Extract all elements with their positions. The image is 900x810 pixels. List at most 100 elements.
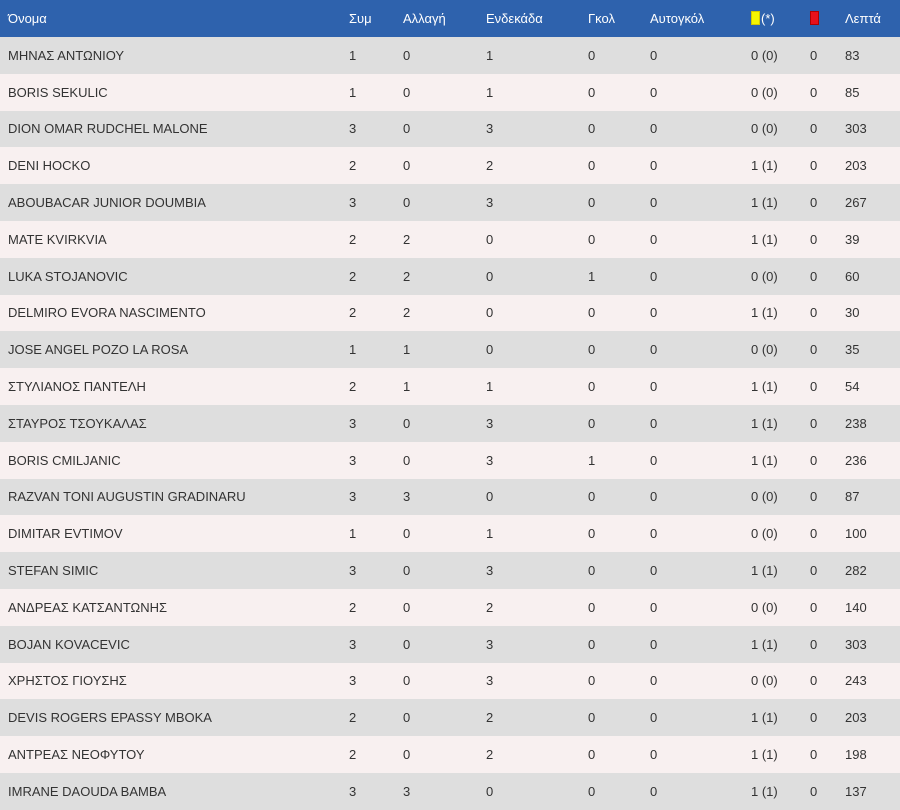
player-name[interactable]: DEVIS ROGERS EPASSY MBOKA [8, 710, 212, 726]
minutes-cell: 198 [845, 747, 867, 763]
table-row: IMRANE DAOUDA BAMBA 3 3 0 0 0 1 (1) 0 137 [0, 772, 900, 810]
player-name[interactable]: ΧΡΗΣΤΟΣ ΓΙΟΥΣΗΣ [8, 673, 127, 689]
minutes-cell: 243 [845, 673, 867, 689]
yellow-cards-cell: 1 (1) [751, 379, 778, 395]
red-cards-cell: 0 [810, 379, 818, 395]
minutes-cell: 267 [845, 195, 867, 211]
red-cards-cell: 0 [810, 47, 818, 63]
apps-cell: 3 [349, 783, 357, 799]
table-row: DELMIRO EVORA NASCIMENTO 2 2 0 0 0 1 (1) 0 30 [0, 294, 900, 332]
player-name[interactable]: BORIS SEKULIC [8, 84, 108, 100]
header-apps[interactable]: Συμ [349, 11, 372, 26]
player-name[interactable]: DION OMAR RUDCHEL MALONE [8, 121, 208, 137]
minutes-cell: 30 [845, 305, 860, 321]
player-name[interactable]: STEFAN SIMIC [8, 563, 99, 579]
sub-cell: 0 [403, 636, 411, 652]
start-cell: 2 [486, 599, 494, 615]
yellow-cards-cell: 1 (1) [751, 563, 778, 579]
table-row: DION OMAR RUDCHEL MALONE 3 0 3 0 0 0 (0) 0 303 [0, 110, 900, 148]
yellow-cards-cell: 1 (1) [751, 636, 778, 652]
table-row: BORIS CMILJANIC 3 0 3 1 0 1 (1) 0 236 [0, 441, 900, 479]
yellow-cards-cell: 1 (1) [751, 747, 778, 763]
sub-cell: 0 [403, 121, 411, 137]
goals-cell: 0 [588, 747, 596, 763]
apps-cell: 2 [349, 747, 357, 763]
red-cards-cell: 0 [810, 599, 818, 615]
start-cell: 3 [486, 121, 494, 137]
goals-cell: 0 [588, 599, 596, 615]
player-name[interactable]: ΣΤΥΛΙΑΝΟΣ ΠΑΝΤΕΛΗ [8, 379, 146, 395]
minutes-cell: 35 [845, 342, 860, 358]
player-name[interactable]: BORIS CMILJANIC [8, 452, 121, 468]
minutes-cell: 236 [845, 452, 867, 468]
minutes-cell: 203 [845, 158, 867, 174]
apps-cell: 1 [349, 342, 357, 358]
header-start[interactable]: Ενδεκάδα [486, 11, 543, 26]
red-cards-cell: 0 [810, 342, 818, 358]
red-cards-cell: 0 [810, 489, 818, 505]
yellow-cards-cell: 0 (0) [751, 489, 778, 505]
sub-cell: 0 [403, 673, 411, 689]
goals-cell: 1 [588, 452, 596, 468]
header-own-goals[interactable]: Αυτογκόλ [650, 11, 705, 26]
table-row: BORIS SEKULIC 1 0 1 0 0 0 (0) 0 85 [0, 73, 900, 111]
yellow-cards-cell: 0 (0) [751, 121, 778, 137]
header-red-cards[interactable] [810, 0, 845, 37]
yellow-cards-cell: 0 (0) [751, 342, 778, 358]
sub-cell: 3 [403, 783, 411, 799]
player-name[interactable]: DIMITAR EVTIMOV [8, 526, 123, 542]
apps-cell: 3 [349, 195, 357, 211]
goals-cell: 0 [588, 636, 596, 652]
player-name[interactable]: IMRANE DAOUDA BAMBA [8, 783, 167, 799]
player-name[interactable]: ΜΗΝΑΣ ΑΝΤΩΝΙΟΥ [8, 47, 125, 63]
goals-cell: 0 [588, 84, 596, 100]
player-name[interactable]: JOSE ANGEL POZO LA ROSA [8, 342, 189, 358]
yellow-card-icon [751, 11, 760, 25]
own-goals-cell: 0 [650, 489, 658, 505]
red-cards-cell: 0 [810, 673, 818, 689]
player-name[interactable]: DENI HOCKO [8, 158, 91, 174]
sub-cell: 1 [403, 379, 411, 395]
start-cell: 2 [486, 710, 494, 726]
table-row: ΑΝΤΡΕΑΣ ΝΕΟΦΥΤΟΥ 2 0 2 0 0 1 (1) 0 198 [0, 736, 900, 773]
yellow-cards-cell: 0 (0) [751, 47, 778, 63]
player-name[interactable]: BOJAN KOVACEVIC [8, 636, 130, 652]
sub-cell: 3 [403, 489, 411, 505]
goals-cell: 0 [588, 526, 596, 542]
header-name[interactable]: Όνομα [8, 11, 47, 26]
header-goals[interactable]: Γκολ [588, 11, 615, 26]
header-minutes[interactable]: Λεπτά [845, 11, 881, 26]
yellow-cards-cell: 1 (1) [751, 231, 778, 247]
player-name[interactable]: ΑΝΔΡΕΑΣ ΚΑΤΣΑΝΤΩΝΗΣ [8, 599, 168, 615]
player-name[interactable]: MATE KVIRKVIA [8, 231, 107, 247]
player-name[interactable]: DELMIRO EVORA NASCIMENTO [8, 305, 206, 321]
table-row: ΜΗΝΑΣ ΑΝΤΩΝΙΟΥ 1 0 1 0 0 0 (0) 0 83 [0, 37, 900, 74]
red-cards-cell: 0 [810, 415, 818, 431]
goals-cell: 0 [588, 379, 596, 395]
own-goals-cell: 0 [650, 563, 658, 579]
apps-cell: 2 [349, 231, 357, 247]
apps-cell: 3 [349, 489, 357, 505]
sub-cell: 2 [403, 231, 411, 247]
start-cell: 3 [486, 563, 494, 579]
start-cell: 0 [486, 231, 494, 247]
goals-cell: 0 [588, 47, 596, 63]
red-cards-cell: 0 [810, 84, 818, 100]
apps-cell: 3 [349, 563, 357, 579]
player-name[interactable]: ABOUBACAR JUNIOR DOUMBIA [8, 195, 206, 211]
red-cards-cell: 0 [810, 231, 818, 247]
own-goals-cell: 0 [650, 84, 658, 100]
header-yellow-cards[interactable]: (*) [751, 0, 810, 37]
own-goals-cell: 0 [650, 379, 658, 395]
own-goals-cell: 0 [650, 452, 658, 468]
player-name[interactable]: RAZVAN TONI AUGUSTIN GRADINARU [8, 489, 246, 505]
player-name[interactable]: ΑΝΤΡΕΑΣ ΝΕΟΦΥΤΟΥ [8, 747, 145, 763]
yellow-cards-cell: 1 (1) [751, 158, 778, 174]
player-name[interactable]: ΣΤΑΥΡΟΣ ΤΣΟΥΚΑΛΑΣ [8, 415, 147, 431]
goals-cell: 0 [588, 121, 596, 137]
apps-cell: 2 [349, 599, 357, 615]
table-row: DENI HOCKO 2 0 2 0 0 1 (1) 0 203 [0, 147, 900, 185]
player-name[interactable]: LUKA STOJANOVIC [8, 268, 128, 284]
header-sub[interactable]: Αλλαγή [403, 11, 446, 26]
